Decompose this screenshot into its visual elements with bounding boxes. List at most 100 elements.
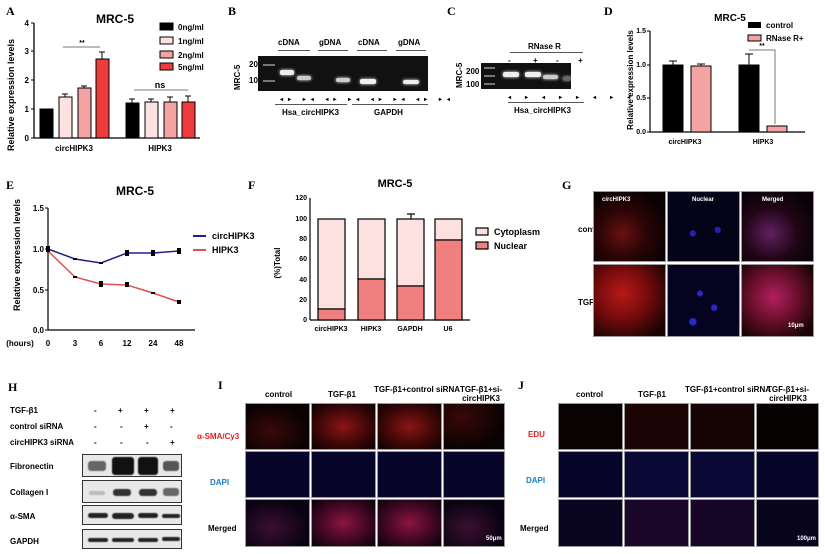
i-img-r3c3 <box>377 499 442 547</box>
svg-text:0.5: 0.5 <box>636 95 646 102</box>
gel-c-side-label: MRC-5 <box>455 62 464 88</box>
svg-text:24: 24 <box>149 339 158 348</box>
svg-text:2ng/ml: 2ng/ml <box>178 51 204 60</box>
svg-text:circHIPK3: circHIPK3 <box>212 231 255 241</box>
chart-f: (%)Total 0 20 40 60 80 100 120 circHIPK3 HIPK3… <box>273 195 540 333</box>
j-img-r3c2 <box>624 499 689 547</box>
g-img-control-merged: Merged <box>741 191 814 262</box>
svg-text:40: 40 <box>299 277 307 284</box>
svg-text:ns: ns <box>155 80 166 90</box>
svg-text:HIPK3: HIPK3 <box>753 139 774 146</box>
svg-text:3: 3 <box>25 47 30 56</box>
panel-label-i: I <box>218 378 223 392</box>
panel-label-h: H <box>8 380 18 394</box>
panel-label-b: B <box>228 4 237 18</box>
gel-b-top-1: cDNA <box>278 38 300 47</box>
j-img-r2c2 <box>624 451 689 498</box>
svg-text:HIPK3: HIPK3 <box>361 326 382 333</box>
svg-text:12: 12 <box>123 339 132 348</box>
svg-text:U6: U6 <box>444 326 453 333</box>
svg-text:60: 60 <box>299 256 307 263</box>
svg-text:5ng/ml: 5ng/ml <box>178 63 204 72</box>
gel-b-primers: ◂▸ ▸◂ ◂▸ ▸◂ ◂▸ ▸◂ ◂▸ ▸◂ <box>280 97 455 103</box>
gel-b-top-3: cDNA <box>358 38 380 47</box>
gel-b <box>258 56 428 91</box>
j-img-r3c4: 100μm <box>756 499 819 547</box>
chart-a: Relative expression levels 0 1 2 3 4 ** … <box>6 19 204 153</box>
svg-text:RNase R+: RNase R+ <box>766 34 804 43</box>
sig-a-1: ** <box>79 40 85 47</box>
svg-text:GAPDH: GAPDH <box>397 326 422 333</box>
j-img-r2c3 <box>690 451 755 498</box>
g-img-tgf-merged: 10μm <box>741 264 814 337</box>
panel-label-j: J <box>518 378 524 392</box>
j-img-r1c3 <box>690 403 755 450</box>
i-img-r2c3 <box>377 451 442 498</box>
g-row-label-1: control <box>578 225 606 234</box>
i-img-r1c2 <box>311 403 376 450</box>
blot-collagen <box>82 480 182 503</box>
svg-text:0.5: 0.5 <box>33 286 45 295</box>
i-img-r2c4 <box>443 451 505 498</box>
gel-b-side-label: MRC-5 <box>233 64 242 90</box>
i-img-r1c1 <box>245 403 310 450</box>
g-img-control-nuclear: Nuclear <box>667 191 740 262</box>
blot-gapdh <box>82 529 182 549</box>
svg-text:1.0: 1.0 <box>33 245 45 254</box>
g-img-tgf-nuclear <box>667 264 740 337</box>
i-img-r3c4: 50μm <box>443 499 505 547</box>
i-img-r2c2 <box>311 451 376 498</box>
gel-c <box>481 63 571 89</box>
j-img-r1c2 <box>624 403 689 450</box>
svg-text:0: 0 <box>25 134 30 143</box>
j-img-r3c3 <box>690 499 755 547</box>
svg-text:control: control <box>766 21 793 30</box>
svg-text:0.0: 0.0 <box>636 129 646 136</box>
chart-a-title: MRC-5 <box>96 12 134 26</box>
gel-b-top-2: gDNA <box>319 38 342 47</box>
svg-text:Relative expression levels: Relative expression levels <box>626 30 635 130</box>
svg-text:1.5: 1.5 <box>636 28 646 35</box>
g-img-control-circhipk3: circHIPK3 <box>593 191 666 262</box>
chart-e-title: MRC-5 <box>116 184 154 198</box>
svg-text:0.0: 0.0 <box>33 326 45 335</box>
g-img-tgf-circhipk3 <box>593 264 666 337</box>
i-img-r3c1 <box>245 499 310 547</box>
svg-text:80: 80 <box>299 236 307 243</box>
svg-text:(%)Total: (%)Total <box>273 248 282 279</box>
svg-text:48: 48 <box>175 339 184 348</box>
gel-c-primers: ◂▸◂▸▸◂▸◂ <box>508 95 645 101</box>
gel-b-bottom-1: Hsa_circHIPK3 <box>282 108 339 117</box>
svg-text:20: 20 <box>299 297 307 304</box>
svg-text:1.0: 1.0 <box>636 62 646 69</box>
gel-c-top-label: RNase R <box>528 42 561 51</box>
j-img-r1c4 <box>756 403 819 450</box>
panel-label-g: G <box>562 178 572 192</box>
chart-d-title: MRC-5 <box>714 13 746 24</box>
svg-text:Cytoplasm: Cytoplasm <box>494 227 540 237</box>
panel-label-a: A <box>6 4 15 18</box>
j-img-r1c1 <box>558 403 623 450</box>
svg-text:120: 120 <box>295 195 307 202</box>
svg-text:circHIPK3: circHIPK3 <box>314 326 347 333</box>
i-img-r3c2 <box>311 499 376 547</box>
svg-text:HIPK3: HIPK3 <box>148 144 172 153</box>
panel-label-c: C <box>447 4 456 18</box>
chart-f-title: MRC-5 <box>377 178 413 190</box>
svg-text:1: 1 <box>25 105 30 114</box>
gel-b-bottom-2: GAPDH <box>374 108 403 117</box>
svg-text:1.5: 1.5 <box>33 204 45 213</box>
svg-text:circHIPK3: circHIPK3 <box>668 139 701 146</box>
gel-b-top-4: gDNA <box>398 38 421 47</box>
svg-text:circHIPK3: circHIPK3 <box>55 144 93 153</box>
blot-fibronectin <box>82 454 182 477</box>
x-prefix: (hours) <box>6 339 34 348</box>
i-img-r2c1 <box>245 451 310 498</box>
svg-text:1ng/ml: 1ng/ml <box>178 37 204 46</box>
svg-text:**: ** <box>759 43 765 50</box>
g-row-label-2: TGF-β1 <box>578 298 606 307</box>
chart-e: Relative expression levels 0.0 0.5 1.0 1… <box>6 199 255 348</box>
i-img-r1c3 <box>377 403 442 450</box>
j-img-r3c1 <box>558 499 623 547</box>
panel-label-e: E <box>6 178 15 192</box>
